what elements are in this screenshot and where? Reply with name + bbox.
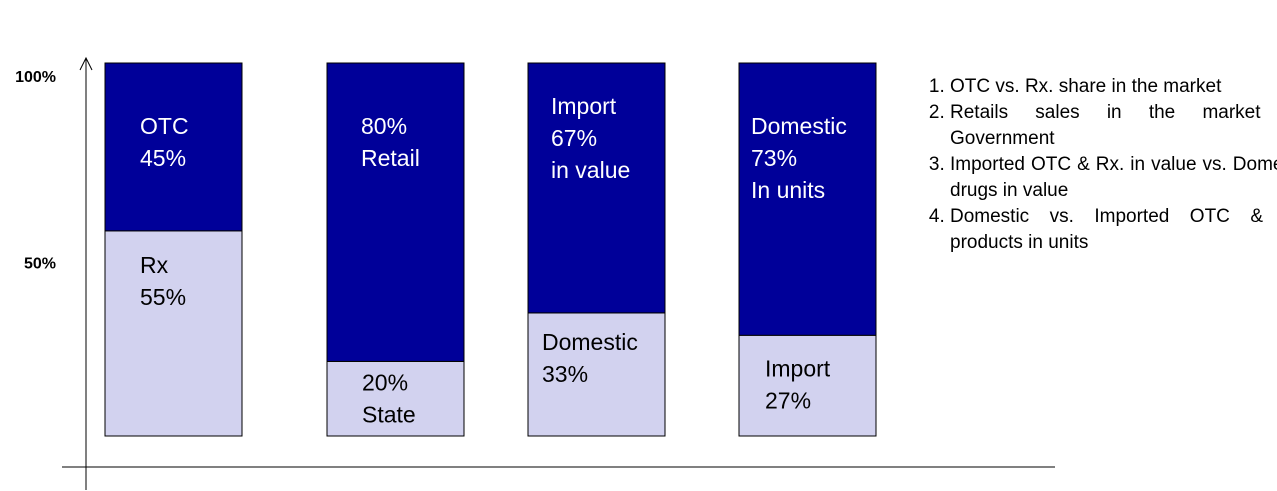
segment-label: Retail (361, 145, 420, 171)
segment-label: 33% (542, 361, 588, 387)
bar-segment (326, 62, 465, 362)
segment-label: State (362, 401, 416, 427)
segment-label: 45% (140, 145, 186, 171)
segment-label: 27% (765, 387, 811, 413)
segment-label: In units (751, 177, 825, 203)
note: Domestic vs. Imported OTC & Rx. products… (950, 204, 1277, 256)
note: Retails sales in the market vs. Governme… (950, 100, 1277, 152)
segment-label: 20% (362, 369, 408, 395)
bar-segment (104, 62, 243, 232)
segment-label: Rx (140, 252, 169, 278)
segment-label: 80% (361, 113, 407, 139)
bar-segment (738, 62, 877, 336)
segment-label: 55% (140, 284, 186, 310)
segment-label: 67% (551, 125, 597, 151)
segment-label: 73% (751, 145, 797, 171)
bar-segment (738, 334, 877, 437)
segment-label: in value (551, 157, 630, 183)
bar-segment (326, 360, 465, 437)
segment-label: Domestic (751, 113, 847, 139)
segment-label: OTC (140, 113, 189, 139)
bar-segment (104, 230, 243, 437)
bar-segment (527, 312, 666, 437)
note: Imported OTC & Rx. in value vs. Domestic… (950, 152, 1277, 204)
y-tick-label: 50% (24, 256, 56, 273)
y-axis-arrow (79, 56, 93, 71)
segment-label: Import (765, 355, 831, 381)
note: OTC vs. Rx. share in the market (950, 74, 1277, 100)
bar-segment (527, 62, 666, 314)
y-tick-label: 100% (15, 69, 56, 86)
segment-label: Import (551, 93, 617, 119)
notes-list: OTC vs. Rx. share in the marketRetails s… (912, 74, 1277, 256)
segment-label: Domestic (542, 329, 638, 355)
